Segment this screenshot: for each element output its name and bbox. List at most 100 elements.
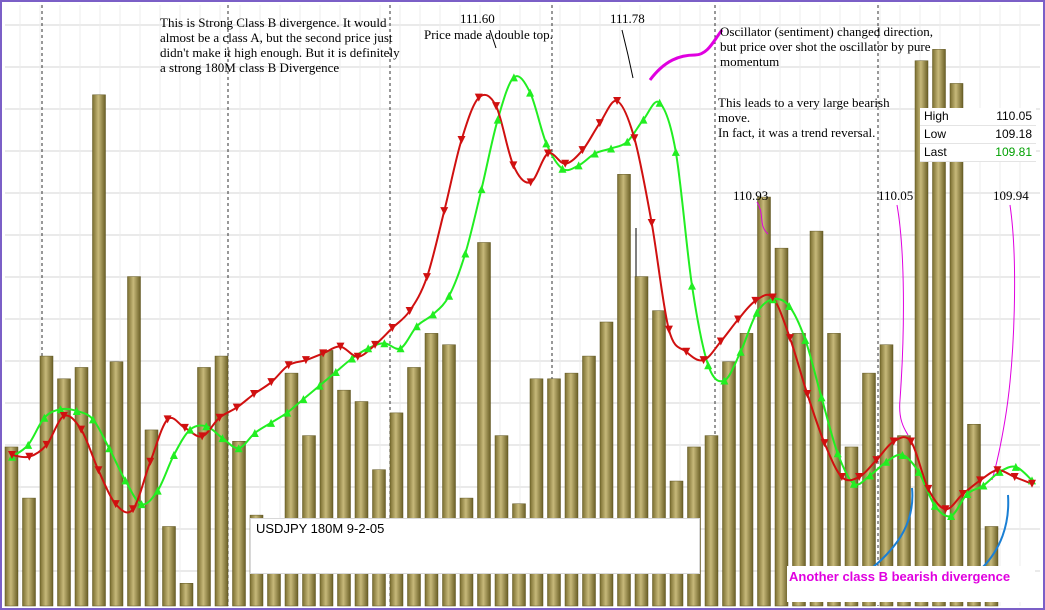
marker-fast <box>590 149 599 158</box>
oscillator-bar <box>57 378 71 607</box>
marker-slow <box>976 476 985 485</box>
oscillator-bar <box>144 429 159 607</box>
marker-slow <box>837 473 846 482</box>
marker-fast <box>267 418 276 427</box>
marker-slow <box>42 440 51 449</box>
price-lines <box>11 75 1033 518</box>
marker-fast <box>817 393 826 402</box>
marker-fast <box>963 489 972 498</box>
marker-fast <box>526 88 535 97</box>
marker-slow <box>492 102 501 111</box>
marker-slow <box>215 413 224 422</box>
marker-slow <box>716 337 725 346</box>
marker-fast <box>655 98 664 107</box>
marker-fast <box>364 344 373 353</box>
marker-slow <box>630 134 639 143</box>
marker-slow <box>94 466 103 475</box>
last-value: 109.81 <box>995 145 1032 159</box>
marker-fast <box>477 185 486 194</box>
marker-slow <box>820 439 829 448</box>
oscillator-bar <box>127 276 141 607</box>
marker-fast <box>412 322 421 331</box>
marker-slow <box>8 451 16 459</box>
marker-fast <box>186 425 195 434</box>
marker-slow <box>734 315 743 324</box>
oscillator-bar <box>389 412 404 607</box>
marker-slow <box>319 349 328 358</box>
marker-fast <box>56 405 65 414</box>
oscillator-bar <box>477 242 491 607</box>
marker-slow <box>267 378 276 387</box>
oscillator-bar <box>197 367 211 607</box>
marker-slow <box>457 136 466 144</box>
marker-fast <box>299 395 308 404</box>
marker-fast <box>445 291 454 300</box>
double-top-note: Price made a double top. <box>424 27 553 42</box>
marker-fast <box>833 449 842 458</box>
marker-slow <box>440 207 449 216</box>
marker-fast <box>607 144 616 153</box>
marker-slow <box>993 466 1002 475</box>
marker-fast <box>688 281 696 290</box>
marker-fast <box>428 310 437 319</box>
marker-slow <box>595 119 604 128</box>
oscillator-bar <box>757 196 771 607</box>
oscillator-bar <box>774 247 789 607</box>
marker-fast <box>348 354 356 363</box>
bearish-note: This leads to a very large bearish move.… <box>718 95 890 140</box>
oscillator-bar <box>739 333 754 607</box>
marker-slow <box>111 500 120 509</box>
class-b-note: This is Strong Class B divergence. It wo… <box>160 15 400 75</box>
marker-fast <box>283 408 292 417</box>
chart-title-box: USDJPY 180M 9-2-05 <box>250 518 700 574</box>
marker-slow <box>422 273 431 282</box>
oscillator-bar <box>22 497 36 607</box>
oscillator-bar <box>109 361 124 607</box>
oscillator-bar <box>617 174 631 607</box>
marker-fast <box>40 413 49 422</box>
divergence-arrow-2 <box>981 494 1010 569</box>
info-panel: High 110.05 Low 109.18 Last 109.81 <box>920 108 1036 162</box>
marker-slow <box>1010 473 1019 482</box>
marker-slow <box>924 484 933 493</box>
marker-slow <box>336 342 345 351</box>
marker-fast <box>169 451 178 459</box>
marker-slow <box>146 457 155 466</box>
price-label-111-78: 111.78 <box>610 11 645 26</box>
marker-slow <box>958 489 967 498</box>
marker-slow <box>785 334 794 343</box>
marker-slow <box>301 356 310 365</box>
oscillator-bar <box>704 435 719 607</box>
series-line-slow <box>11 93 1033 514</box>
marker-fast <box>979 481 988 490</box>
marker-slow <box>872 456 881 465</box>
oscillator-bar <box>232 441 246 607</box>
price-label-110-93: 110.93 <box>733 188 769 203</box>
oscillator-bar <box>827 333 841 607</box>
oscillator-bar <box>879 344 894 607</box>
marker-fast <box>849 479 858 488</box>
marker-slow <box>77 425 86 434</box>
marker-fast <box>720 376 729 385</box>
marker-slow <box>613 97 622 106</box>
marker-slow <box>284 361 293 370</box>
oscillator-bar <box>354 401 369 607</box>
oscillator-bar <box>214 355 229 607</box>
last-label: Last <box>924 145 947 159</box>
marker-slow <box>561 159 570 168</box>
marker-slow <box>388 323 397 332</box>
callout-110-93 <box>756 201 769 235</box>
series-line-fast <box>11 75 1033 518</box>
marker-fast <box>153 486 162 495</box>
marker-fast <box>866 471 875 480</box>
marker-fast <box>72 406 81 415</box>
marker-fast <box>105 444 114 453</box>
oscillator-bar <box>932 49 946 607</box>
marker-slow <box>526 178 535 187</box>
marker-fast <box>250 428 259 437</box>
marker-slow <box>803 390 812 399</box>
high-label: High <box>924 109 949 123</box>
divergence-arrow-1 <box>871 487 914 569</box>
marker-fast <box>639 115 648 124</box>
marker-slow <box>889 437 898 446</box>
